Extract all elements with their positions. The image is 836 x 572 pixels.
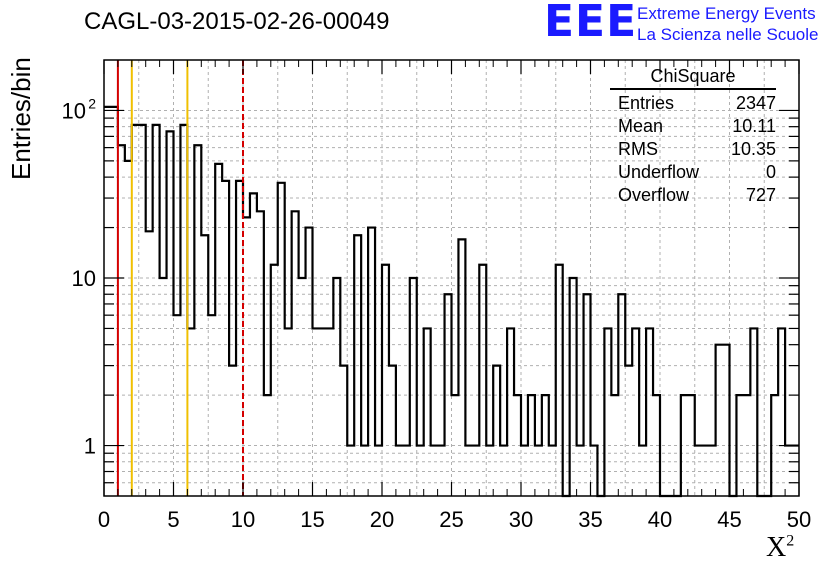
stats-row: Overflow 727 (610, 184, 776, 207)
y-tick-label: 10 (72, 266, 96, 291)
x-tick-label: 0 (98, 507, 110, 532)
y-tick-label-exponent: 2 (88, 95, 96, 111)
y-tick-label: 1 (84, 434, 96, 459)
x-tick-label: 30 (509, 507, 533, 532)
stats-label: Entries (618, 93, 675, 113)
stats-row: RMS 10.35 (610, 138, 776, 161)
x-axis-label: X2 (766, 532, 794, 564)
x-tick-label: 50 (787, 507, 811, 532)
stats-label: RMS (618, 139, 658, 159)
logo-line-1: Extreme Energy Events (637, 4, 816, 23)
x-tick-label: 25 (439, 507, 463, 532)
histogram-steps (104, 105, 799, 498)
stats-row: Mean 10.11 (610, 115, 776, 138)
stats-box: ChiSquare Entries 2347 Mean 10.11 RMS 10.35… (610, 66, 776, 207)
x-tick-label: 15 (300, 507, 324, 532)
stats-value: 727 (745, 185, 776, 205)
x-tick-label: 35 (578, 507, 602, 532)
stats-value: 10.35 (730, 139, 776, 159)
stats-label: Overflow (618, 185, 690, 205)
stats-label: Underflow (618, 162, 700, 182)
x-tick-label: 5 (167, 507, 179, 532)
eee-logo: EEE (544, 0, 638, 47)
stats-label: Mean (618, 116, 664, 136)
stats-row: Entries 2347 (610, 92, 776, 115)
stats-row: Underflow 0 (610, 161, 776, 184)
x-axis-label-base: X (766, 532, 787, 563)
x-tick-label: 45 (717, 507, 741, 532)
stats-value: 2347 (735, 93, 776, 113)
x-tick-label: 10 (231, 507, 255, 532)
stats-title: ChiSquare (610, 66, 776, 90)
x-tick-label: 40 (648, 507, 672, 532)
logo-line-2: La Scienza nelle Scuole (637, 25, 819, 44)
x-tick-label: 20 (370, 507, 394, 532)
y-tick-label: 10 (62, 98, 86, 123)
stats-value: 0 (765, 162, 776, 182)
chart-title: CAGL-03-2015-02-26-00049 (84, 8, 390, 35)
x-axis-label-sup: 2 (786, 532, 795, 550)
stats-value: 10.11 (732, 116, 776, 136)
y-axis-label: Entries/bin (6, 57, 36, 180)
